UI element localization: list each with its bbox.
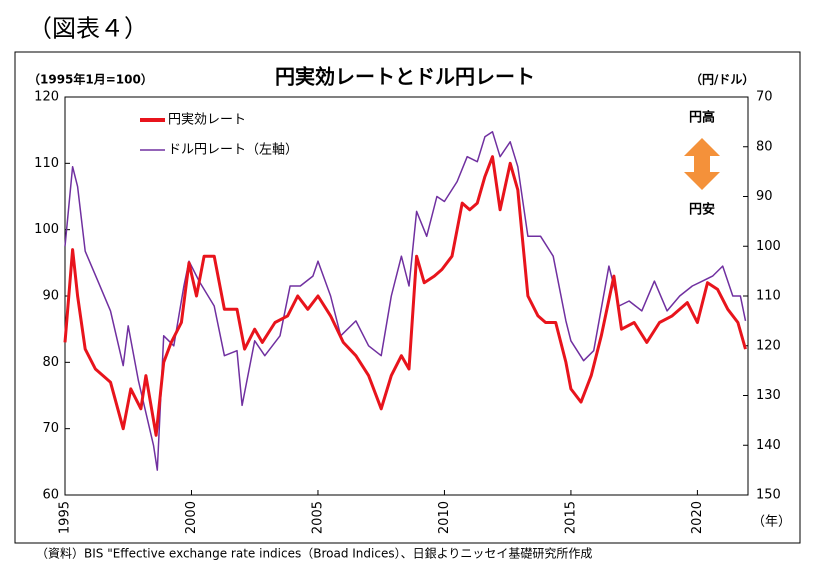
y2-tick-label: 150 xyxy=(756,488,781,503)
y-tick-label: 90 xyxy=(42,289,59,304)
x-tick-label: 2020 xyxy=(690,501,705,534)
y2-tick-label: 120 xyxy=(756,338,781,353)
x-tick-label: 2000 xyxy=(184,501,199,534)
y-tick-label: 60 xyxy=(42,488,59,503)
y-tick-label: 100 xyxy=(34,222,59,237)
y2-tick-label: 110 xyxy=(756,289,781,304)
x-tick-label: 2010 xyxy=(437,501,452,534)
y2-tick-label: 140 xyxy=(756,438,781,453)
y-tick-label: 120 xyxy=(34,90,59,105)
y-axis-label: （1995年1月=100） xyxy=(28,72,153,87)
chart-frame xyxy=(14,51,801,544)
chart-title: 円実効レートとドル円レート xyxy=(275,65,535,89)
x-tick-label: 1995 xyxy=(58,501,73,534)
x-tick-label: 2015 xyxy=(563,501,578,534)
x-tick-label: 2005 xyxy=(310,501,325,534)
source-note: （資料）BIS "Effective exchange rate indices… xyxy=(36,546,592,561)
y2-tick-label: 70 xyxy=(756,90,773,105)
x-axis-label: （年） xyxy=(752,515,791,530)
series-line xyxy=(64,131,747,471)
y-tick-label: 70 xyxy=(42,421,59,436)
y-tick-label: 110 xyxy=(34,156,59,171)
y-tick-label: 80 xyxy=(42,355,59,370)
series-line xyxy=(63,155,747,437)
figure-label: （図表４） xyxy=(28,15,148,43)
y2-axis-label: （円/ドル） xyxy=(690,72,754,87)
arrow-icon xyxy=(684,138,720,190)
annotation: 円高 xyxy=(689,110,715,126)
y2-tick-label: 130 xyxy=(756,388,781,403)
annotation: 円安 xyxy=(689,202,715,218)
y2-tick-label: 80 xyxy=(756,139,773,154)
y2-tick-label: 90 xyxy=(756,189,773,204)
legend-label: ドル円レート（左軸） xyxy=(168,143,298,158)
y2-tick-label: 100 xyxy=(756,239,781,254)
legend-label: 円実効レート xyxy=(168,112,246,128)
